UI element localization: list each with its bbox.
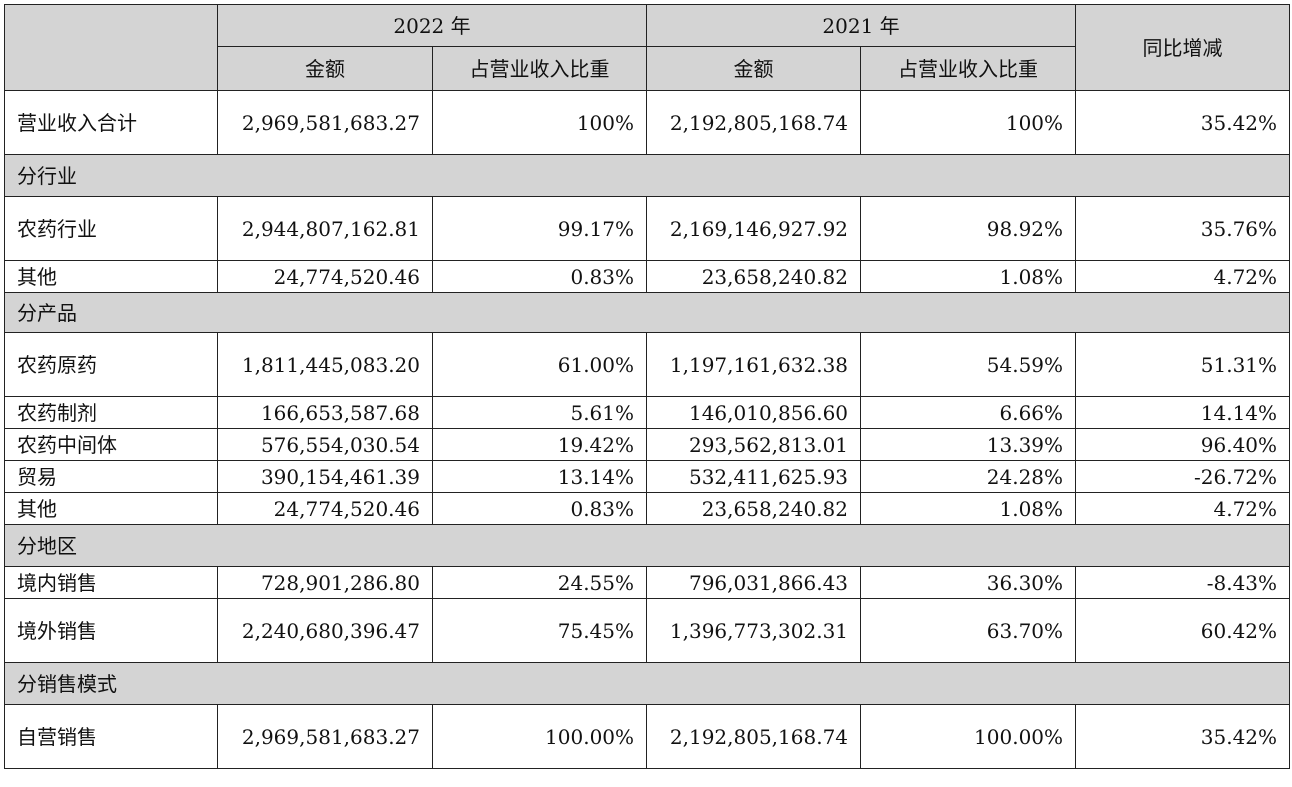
share-2022: 0.83% [431,492,648,525]
yoy-change: 51.31% [1075,332,1291,397]
row-label: 农药中间体 [4,428,218,461]
header-row-years: 2022 年 2021 年 同比增减 [4,4,1291,91]
share-2021: 13.39% [860,428,1077,461]
share-2021: 6.66% [860,396,1077,429]
header-row-columns: 金额 占营业收入比重 金额 占营业收入比重 [5,46,1290,91]
section-row: 分产品 [3,292,1291,333]
amount-2021: 23,658,240.82 [646,260,862,293]
yoy-change: 96.40% [1075,428,1291,461]
amount-2022: 576,554,030.54 [217,428,433,461]
yoy-change: 14.14% [1075,396,1291,429]
share-2021: 98.92% [860,196,1077,261]
table-row: 农药原药 1,811,445,083.20 61.00% 1,197,161,632.… [4,332,1291,397]
amount-2021: 2,192,805,168.74 [646,704,862,769]
section-title: 分销售模式 [3,662,1291,705]
change-header: 同比增减 [1075,4,1291,91]
share-2022: 61.00% [431,332,648,397]
amount-2021: 532,411,625.93 [646,460,862,493]
row-label: 境内销售 [4,566,218,599]
amount-2021: 146,010,856.60 [646,396,862,429]
total-row: 营业收入合计 2,969,581,683.27 100% 2,192,805,1… [4,90,1291,155]
revenue-breakdown-table: 2022 年 2021 年 同比增减 金额 占营业收入比重 金额 占营业收入比重… [3,4,1291,769]
table-row: 自营销售 2,969,581,683.27 100.00% 2,192,805,168… [4,704,1291,769]
amount-2022: 1,811,445,083.20 [217,332,433,397]
share-2021: 36.30% [860,566,1077,599]
yoy-change: -8.43% [1075,566,1291,599]
amount-2021: 2,169,146,927.92 [646,196,862,261]
amount-2021: 23,658,240.82 [646,492,862,525]
share-2021: 63.70% [860,598,1077,663]
amount-2021-header: 金额 [646,46,862,91]
amount-2022: 390,154,461.39 [217,460,433,493]
yoy-change: 4.72% [1075,260,1291,293]
share-2022: 24.55% [431,566,648,599]
amount-2021: 1,396,773,302.31 [646,598,862,663]
yoy-change: 4.72% [1075,492,1291,525]
total-label: 营业收入合计 [4,90,218,155]
row-label: 贸易 [4,460,218,493]
amount-2022: 2,944,807,162.81 [217,196,433,261]
yoy-change: 35.42% [1075,704,1291,769]
row-label: 境外销售 [4,598,218,663]
amount-2022: 2,969,581,683.27 [217,704,433,769]
row-label: 其他 [4,492,218,525]
amount-2022: 166,653,587.68 [217,396,433,429]
row-label: 农药行业 [4,196,218,261]
share-2021: 24.28% [860,460,1077,493]
table-row: 贸易 390,154,461.39 13.14% 532,411,625.93 24.2… [4,460,1291,493]
share-2022: 19.42% [431,428,648,461]
amount-2022: 2,240,680,396.47 [217,598,433,663]
section-title: 分行业 [3,154,1291,197]
year-2022-header: 2022 年 [216,4,648,47]
share-2021: 54.59% [860,332,1077,397]
row-label: 农药原药 [4,332,218,397]
share-2021-header: 占营业收入比重 [860,46,1077,91]
share-2022: 0.83% [431,260,648,293]
share-2022: 100.00% [431,704,648,769]
corner-cell [4,4,218,91]
table-row: 农药制剂 166,653,587.68 5.61% 146,010,856.60 6.6… [4,396,1291,429]
share-2021: 1.08% [860,260,1077,293]
section-title: 分产品 [3,292,1291,333]
total-share-2021: 100% [860,90,1077,155]
amount-2022: 24,774,520.46 [217,260,433,293]
table-row: 农药中间体 576,554,030.54 19.42% 293,562,813.01 1… [4,428,1291,461]
row-label: 其他 [4,260,218,293]
share-2021: 1.08% [860,492,1077,525]
table-row: 其他 24,774,520.46 0.83% 23,658,240.82 1.08% 4.… [4,492,1291,525]
table-row: 境内销售 728,901,286.80 24.55% 796,031,866.43 36… [4,566,1291,599]
row-label: 自营销售 [4,704,218,769]
table-row: 境外销售 2,240,680,396.47 75.45% 1,396,773,302.… [4,598,1291,663]
total-share-2022: 100% [431,90,648,155]
share-2021: 100.00% [860,704,1077,769]
total-amount-2022: 2,969,581,683.27 [217,90,433,155]
yoy-change: 60.42% [1075,598,1291,663]
amount-2021: 293,562,813.01 [646,428,862,461]
section-row: 分销售模式 [3,662,1291,705]
total-change: 35.42% [1075,90,1291,155]
table-row: 其他 24,774,520.46 0.83% 23,658,240.82 1.08% 4.… [4,260,1291,293]
amount-2022: 24,774,520.46 [217,492,433,525]
amount-2021: 1,197,161,632.38 [646,332,862,397]
section-row: 分行业 [3,154,1291,197]
row-label: 农药制剂 [4,396,218,429]
share-2022: 13.14% [431,460,648,493]
year-2021-header: 2021 年 [646,4,1077,47]
share-2022-header: 占营业收入比重 [431,46,648,91]
yoy-change: -26.72% [1075,460,1291,493]
amount-2022-header: 金额 [217,46,433,91]
section-title: 分地区 [3,524,1291,567]
yoy-change: 35.76% [1075,196,1291,261]
amount-2021: 796,031,866.43 [646,566,862,599]
section-row: 分地区 [3,524,1291,567]
share-2022: 75.45% [431,598,648,663]
share-2022: 99.17% [431,196,648,261]
amount-2022: 728,901,286.80 [217,566,433,599]
total-amount-2021: 2,192,805,168.74 [646,90,862,155]
table-row: 农药行业 2,944,807,162.81 99.17% 2,169,146,927.… [4,196,1291,261]
share-2022: 5.61% [431,396,648,429]
